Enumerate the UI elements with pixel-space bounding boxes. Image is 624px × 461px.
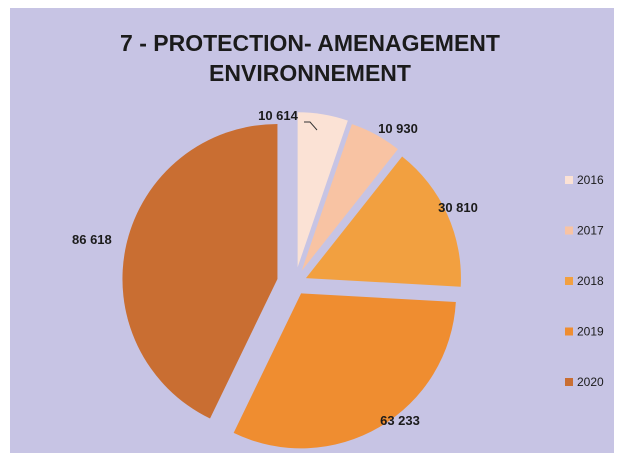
legend-swatch-2018 [565,277,573,285]
data-label-2020: 86 618 [72,232,112,247]
data-label-2016: 10 614 [258,108,299,123]
legend: 2016 2017 2018 2019 2020 [565,173,604,389]
legend-swatch-2017 [565,226,573,235]
pie-slice-2019 [233,293,456,449]
chart-frame: 7 - PROTECTION- AMENAGEMENT ENVIRONNEMEN… [10,8,614,453]
legend-swatch-2016 [565,176,573,184]
legend-label-2017: 2017 [577,224,604,238]
data-label-2019: 63 233 [380,413,420,428]
legend-label-2018: 2018 [577,274,604,288]
legend-swatch-2019 [565,327,573,336]
leader-line-2016 [304,121,318,131]
legend-label-2020: 2020 [577,375,604,389]
data-label-2018: 30 810 [438,200,478,215]
pie-slice-2020 [122,123,278,419]
chart-title-line-1: 7 - PROTECTION- AMENAGEMENT [120,30,500,56]
data-label-2017: 10 930 [378,121,418,136]
pie-slices [122,112,461,449]
legend-swatch-2020 [565,378,573,386]
legend-label-2019: 2019 [577,325,604,339]
chart-title: 7 - PROTECTION- AMENAGEMENT ENVIRONNEMEN… [120,30,500,86]
pie-slice-2018 [305,156,461,287]
legend-label-2016: 2016 [577,173,604,187]
chart-title-line-2: ENVIRONNEMENT [209,60,411,86]
pie-chart: 7 - PROTECTION- AMENAGEMENT ENVIRONNEMEN… [72,30,604,449]
pie-slice-2017 [301,124,398,271]
pie-slice-2016 [297,112,348,268]
data-labels: 10 614 10 930 30 810 63 233 86 618 [72,108,478,428]
